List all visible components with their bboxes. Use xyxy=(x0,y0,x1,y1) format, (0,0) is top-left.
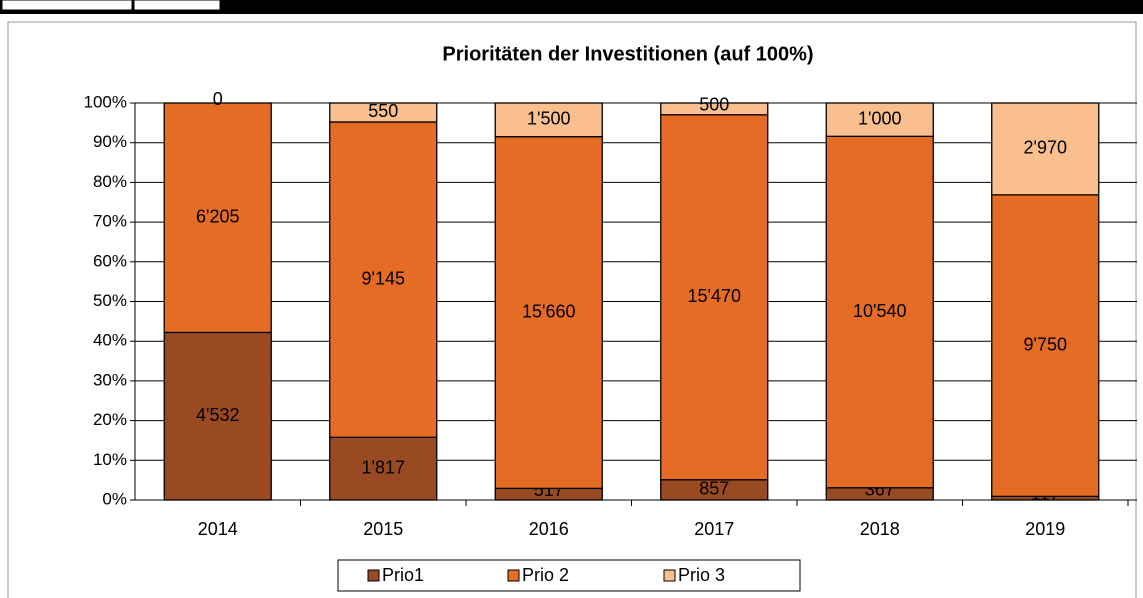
data-label: 1'000 xyxy=(858,108,901,128)
x-tick-label: 2016 xyxy=(529,519,569,539)
bar-segment xyxy=(329,436,438,501)
bar-segment xyxy=(825,135,934,489)
y-tick-label: 60% xyxy=(93,251,127,270)
x-tick-label: 2015 xyxy=(363,519,403,539)
y-tick-label: 0% xyxy=(102,489,127,508)
y-tick-label: 40% xyxy=(93,331,127,350)
y-tick-label: 100% xyxy=(84,92,127,111)
data-label: 1'500 xyxy=(527,109,570,129)
bar-segment xyxy=(329,102,438,123)
legend-swatch xyxy=(663,569,676,582)
top-box xyxy=(1,0,133,11)
bar-segment xyxy=(660,114,769,481)
data-label: 9'145 xyxy=(362,268,405,288)
bar-segment xyxy=(329,121,438,438)
bar-segment xyxy=(991,102,1100,196)
data-label: 2'970 xyxy=(1024,138,1067,158)
data-label: 857 xyxy=(699,479,729,499)
x-tick-label: 2017 xyxy=(694,519,734,539)
bar-segment xyxy=(163,331,272,501)
y-tick-label: 20% xyxy=(93,410,127,429)
bar-segment xyxy=(825,102,934,137)
y-tick-label: 80% xyxy=(93,172,127,191)
bar-segment xyxy=(991,194,1100,498)
top-bar xyxy=(0,0,1143,14)
legend-swatch xyxy=(367,569,380,582)
data-label: 0 xyxy=(213,89,223,109)
y-tick-label: 10% xyxy=(93,450,127,469)
data-label: 9'750 xyxy=(1024,334,1067,354)
legend-label: Prio 3 xyxy=(678,565,725,585)
legend-label: Prio 2 xyxy=(522,565,569,585)
y-tick-label: 30% xyxy=(93,370,127,389)
data-label: 10'540 xyxy=(853,301,907,321)
top-box xyxy=(133,0,221,11)
legend-label: Prio1 xyxy=(382,565,424,585)
legend-box xyxy=(337,559,801,592)
y-tick-label: 50% xyxy=(93,291,127,310)
x-tick-label: 2019 xyxy=(1025,519,1065,539)
data-label: 6'205 xyxy=(196,206,239,226)
data-label: 500 xyxy=(699,95,729,115)
y-tick-label: 70% xyxy=(93,212,127,231)
x-tick-label: 2018 xyxy=(860,519,900,539)
data-label: 4'532 xyxy=(196,405,239,425)
x-tick-label: 2014 xyxy=(198,519,238,539)
data-label: 15'470 xyxy=(688,286,742,306)
data-label: 1'817 xyxy=(362,457,405,477)
data-label: 15'660 xyxy=(522,301,576,321)
y-tick-label: 90% xyxy=(93,132,127,151)
bar-segment xyxy=(660,102,769,116)
legend-swatch xyxy=(507,569,520,582)
bar-segment xyxy=(163,102,272,334)
bar-segment xyxy=(494,102,603,138)
chart-title: Prioritäten der Investitionen (auf 100%) xyxy=(442,43,813,65)
data-label: 550 xyxy=(368,101,398,121)
